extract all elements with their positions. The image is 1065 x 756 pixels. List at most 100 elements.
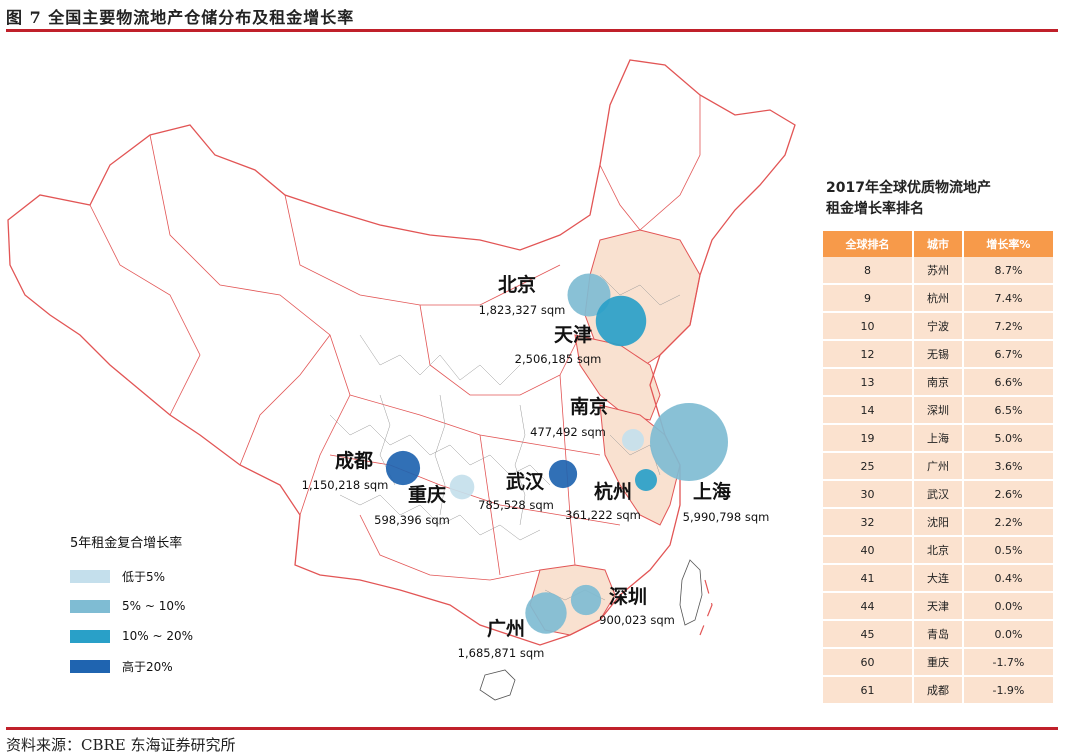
table-cell: 北京: [913, 536, 964, 565]
city-name-label: 成都: [335, 449, 373, 472]
city-name-label: 深圳: [609, 585, 647, 608]
city-area-label: 900,023 sqm: [599, 613, 675, 627]
table-cell: 60: [823, 648, 915, 677]
table-cell: 苏州: [913, 257, 964, 285]
table-cell: 上海: [913, 424, 964, 453]
legend-label: 5% ~ 10%: [122, 599, 186, 613]
ranking-title-line: 租金增长率排名: [826, 201, 924, 217]
table-cell: 61: [823, 676, 915, 705]
table-cell: 6.5%: [962, 396, 1053, 425]
table-row: 14 深圳 6.5%: [823, 396, 1053, 425]
city-area-label: 785,528 sqm: [478, 498, 554, 512]
legend-item-low: 低于5%: [70, 561, 193, 591]
ranking-title: 2017年全球优质物流地产 租金增长率排名: [826, 178, 991, 220]
table-cell: 44: [823, 592, 915, 621]
table-row: 30 武汉 2.6%: [823, 480, 1053, 509]
table-row: 41 大连 0.4%: [823, 564, 1053, 593]
ranking-header-row: 全球排名 城市 增长率%: [823, 231, 1053, 257]
legend-item-mid: 5% ~ 10%: [70, 591, 193, 621]
city-name-label: 广州: [487, 617, 525, 640]
table-cell: 10: [823, 312, 915, 341]
hainan-outline: [479, 669, 516, 701]
table-cell: 8.7%: [962, 257, 1053, 285]
city-name-label: 天津: [554, 323, 592, 346]
city-name-label: 上海: [693, 480, 731, 503]
city-area-label: 1,685,871 sqm: [458, 646, 545, 660]
table-cell: 5.0%: [962, 424, 1053, 453]
table-cell: 25: [823, 452, 915, 481]
city-name-label: 重庆: [408, 483, 446, 506]
table-cell: 沈阳: [913, 508, 964, 537]
table-cell: 广州: [913, 452, 964, 481]
table-row: 9 杭州 7.4%: [823, 284, 1053, 313]
table-cell: 14: [823, 396, 915, 425]
table-cell: 武汉: [913, 480, 964, 509]
legend-title: 5年租金复合增长率: [70, 536, 183, 551]
city-area-label: 2,506,185 sqm: [515, 352, 602, 366]
table-cell: 成都: [913, 676, 964, 705]
table-row: 45 青岛 0.0%: [823, 620, 1053, 649]
table-cell: 0.0%: [962, 592, 1053, 621]
table-cell: 6.7%: [962, 340, 1053, 369]
source-note: 资料来源：CBRE 东海证券研究所: [6, 736, 236, 754]
table-cell: 南京: [913, 368, 964, 397]
table-cell: 19: [823, 424, 915, 453]
table-cell: 40: [823, 536, 915, 565]
city-area-label: 477,492 sqm: [530, 425, 606, 439]
table-cell: 天津: [913, 592, 964, 621]
table-cell: 8: [823, 257, 915, 285]
city-bubble: [595, 295, 647, 347]
table-cell: 0.5%: [962, 536, 1053, 565]
table-row: 60 重庆 -1.7%: [823, 648, 1053, 677]
table-cell: -1.9%: [962, 676, 1053, 705]
table-cell: 6.6%: [962, 368, 1053, 397]
table-cell: 杭州: [913, 284, 964, 313]
table-cell: 青岛: [913, 620, 964, 649]
ranking-column-header: 城市: [913, 231, 964, 257]
city-area-label: 361,222 sqm: [565, 508, 641, 522]
city-bubble: [385, 450, 421, 486]
city-name-label: 北京: [498, 273, 536, 296]
table-cell: 12: [823, 340, 915, 369]
table-row: 44 天津 0.0%: [823, 592, 1053, 621]
table-cell: 30: [823, 480, 915, 509]
table-cell: 深圳: [913, 396, 964, 425]
city-labels: 北京 1,823,327 sqm 天津 2,506,185 sqm 南京 477,492 …: [302, 273, 770, 660]
city-bubble: [449, 474, 475, 500]
city-bubble: [635, 469, 657, 491]
taiwan-outline: [679, 559, 703, 626]
table-row: 10 宁波 7.2%: [823, 312, 1053, 341]
city-name-label: 武汉: [506, 471, 545, 493]
table-cell: 0.4%: [962, 564, 1053, 593]
table-cell: 9: [823, 284, 915, 313]
table-row: 40 北京 0.5%: [823, 536, 1053, 565]
ranking-body: 8 苏州 8.7% 9 杭州 7.4% 10 宁波 7.2% 12 无锡 6.7% 13 南京 6.6% 14…: [823, 257, 1053, 705]
table-cell: 2.2%: [962, 508, 1053, 537]
ranking-table: 全球排名 城市 增长率% 8 苏州 8.7% 9 杭州 7.4% 10 宁波 7.2% 12 无锡 6.7…: [823, 231, 1053, 705]
table-row: 61 成都 -1.9%: [823, 676, 1053, 705]
city-area-label: 1,150,218 sqm: [302, 478, 389, 492]
city-name-label: 杭州: [594, 480, 632, 503]
ranking-title-line: 2017年全球优质物流地产: [826, 180, 991, 196]
ranking-column-header: 增长率%: [962, 231, 1053, 257]
table-row: 25 广州 3.6%: [823, 452, 1053, 481]
figure-title: 图 7 全国主要物流地产仓储分布及租金增长率: [6, 8, 355, 27]
legend-item-high: 10% ~ 20%: [70, 621, 193, 651]
legend-swatch: [70, 569, 110, 583]
city-bubble: [650, 403, 728, 481]
table-cell: 7.2%: [962, 312, 1053, 341]
table-cell: 宁波: [913, 312, 964, 341]
table-cell: -1.7%: [962, 648, 1053, 677]
table-cell: 7.4%: [962, 284, 1053, 313]
table-cell: 32: [823, 508, 915, 537]
china-map: 北京 1,823,327 sqm 天津 2,506,185 sqm 南京 477,492 …: [7, 59, 796, 701]
legend-item-top: 高于20%: [70, 651, 193, 681]
table-row: 12 无锡 6.7%: [823, 340, 1053, 369]
table-row: 19 上海 5.0%: [823, 424, 1053, 453]
city-area-label: 598,396 sqm: [374, 513, 450, 527]
city-name-label: 南京: [570, 395, 608, 418]
ranking-column-header: 全球排名: [823, 231, 915, 257]
bottom-divider: [6, 727, 1058, 730]
table-cell: 13: [823, 368, 915, 397]
legend-label: 10% ~ 20%: [122, 629, 194, 643]
